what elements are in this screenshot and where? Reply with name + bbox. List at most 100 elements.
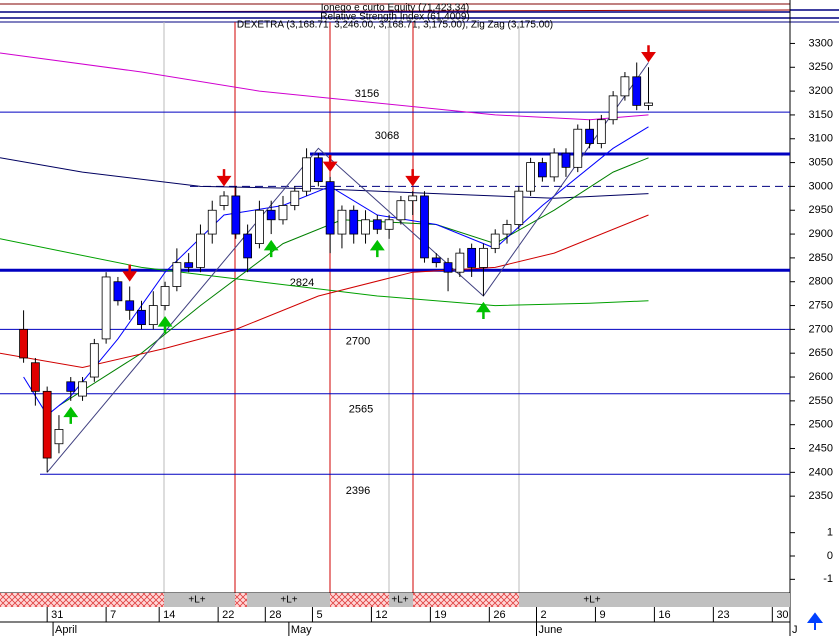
candle-body: [255, 209, 264, 244]
candle-body: [54, 429, 64, 445]
y2-tick-label: 0: [827, 550, 833, 562]
level-label: 2565: [349, 404, 373, 416]
buy-arrow: [157, 316, 173, 334]
x-tick-label: 9: [599, 609, 605, 621]
y-tick-label: 2700: [809, 323, 833, 335]
candle-body: [467, 247, 477, 268]
sell-arrow: [122, 264, 138, 282]
header-line: Ionego e curto Equity (71,423.34): [321, 3, 469, 14]
level-label: 2396: [346, 485, 370, 497]
candle-body: [42, 390, 52, 459]
candle-body: [160, 286, 170, 306]
candle-body: [608, 95, 618, 121]
candle-body: [290, 190, 300, 206]
signal-strip: [0, 593, 790, 607]
candle-body: [219, 195, 229, 206]
candle-body: [172, 262, 182, 287]
candle-body: [455, 252, 465, 273]
candle-body: [302, 157, 311, 192]
y-tick-label: 2750: [809, 299, 833, 311]
y-tick-label: 2450: [809, 442, 833, 454]
candle-body: [148, 305, 158, 326]
candle-body: [596, 119, 606, 144]
sell-arrow: [216, 169, 232, 187]
level-label: 3068: [375, 130, 399, 142]
y-tick-label: 2850: [809, 252, 833, 264]
buy-arrow: [369, 239, 385, 258]
x-tick-label: 30: [776, 609, 788, 621]
y-tick-label: 3200: [809, 85, 833, 97]
candle-body: [137, 309, 146, 326]
buy-arrow: [63, 406, 79, 424]
strip-label: +L+: [391, 595, 408, 606]
candle-body: [196, 233, 205, 268]
indicator-line: [0, 157, 649, 199]
candle-body: [361, 219, 370, 235]
candle-body: [30, 362, 40, 392]
candle-body: [384, 219, 394, 230]
x-tick-label: 23: [717, 609, 729, 621]
x-tick-label: 2: [540, 609, 546, 621]
x-tick-label: 22: [222, 609, 234, 621]
header-line: Relative Strength Index (61.4009): [320, 12, 470, 23]
candle-body: [632, 76, 642, 106]
candle-body: [537, 162, 547, 178]
y-tick-label: 3000: [809, 180, 833, 192]
candle-body: [19, 328, 28, 359]
indicator-line: [0, 238, 649, 307]
candle-body: [89, 343, 99, 378]
y-tick-label: 2400: [809, 466, 833, 478]
x-tick-label: 14: [163, 609, 175, 621]
candle-body: [207, 209, 217, 235]
y2-tick-label: 1: [827, 527, 833, 539]
strip-label: +L+: [583, 595, 600, 606]
candle-body: [526, 162, 535, 192]
candle-body: [514, 190, 524, 225]
candle-body: [349, 209, 359, 235]
x-tick-label: 26: [493, 609, 505, 621]
y-tick-label: 2500: [809, 419, 833, 431]
y-tick-label: 2650: [809, 347, 833, 359]
y2-tick-label: -1: [823, 573, 833, 585]
x-tick-label: 5: [316, 609, 322, 621]
month-label: June: [538, 624, 562, 636]
candle-body: [620, 76, 630, 97]
y-tick-label: 2900: [809, 228, 833, 240]
y-tick-label: 3150: [809, 109, 833, 121]
y-tick-label: 3050: [809, 156, 833, 168]
scroll-button[interactable]: [807, 612, 823, 630]
candle-body: [243, 233, 253, 259]
x-tick-label: 19: [434, 609, 446, 621]
candle-body: [337, 209, 347, 235]
candle-body: [644, 102, 653, 106]
indicator-line: [0, 214, 649, 369]
sell-arrow: [322, 154, 338, 173]
candle-body: [490, 233, 500, 249]
candle-body: [113, 281, 123, 302]
month-label: May: [291, 624, 312, 636]
candle-body: [266, 209, 276, 221]
x-tick-label: 12: [375, 609, 387, 621]
candle-body: [101, 276, 111, 340]
candle-body: [396, 200, 406, 221]
candle-body: [66, 381, 76, 392]
candle-body: [231, 195, 241, 235]
buy-arrow: [263, 239, 279, 258]
x-tick-label: 31: [51, 609, 63, 621]
x-tick-label: 28: [269, 609, 281, 621]
buy-arrow: [476, 301, 491, 320]
month-label: J: [792, 624, 798, 636]
sell-arrow: [641, 45, 656, 63]
header-panel: [0, 3, 839, 23]
y-tick-label: 3300: [809, 37, 833, 49]
candle-body: [443, 262, 453, 273]
level-label: 3156: [355, 88, 379, 100]
strip-label: +L+: [280, 595, 297, 606]
candle-body: [278, 205, 288, 221]
month-label: April: [55, 624, 77, 636]
y-tick-label: 2350: [809, 490, 833, 502]
y-tick-label: 2950: [809, 204, 833, 216]
level-label: 2824: [290, 277, 314, 289]
